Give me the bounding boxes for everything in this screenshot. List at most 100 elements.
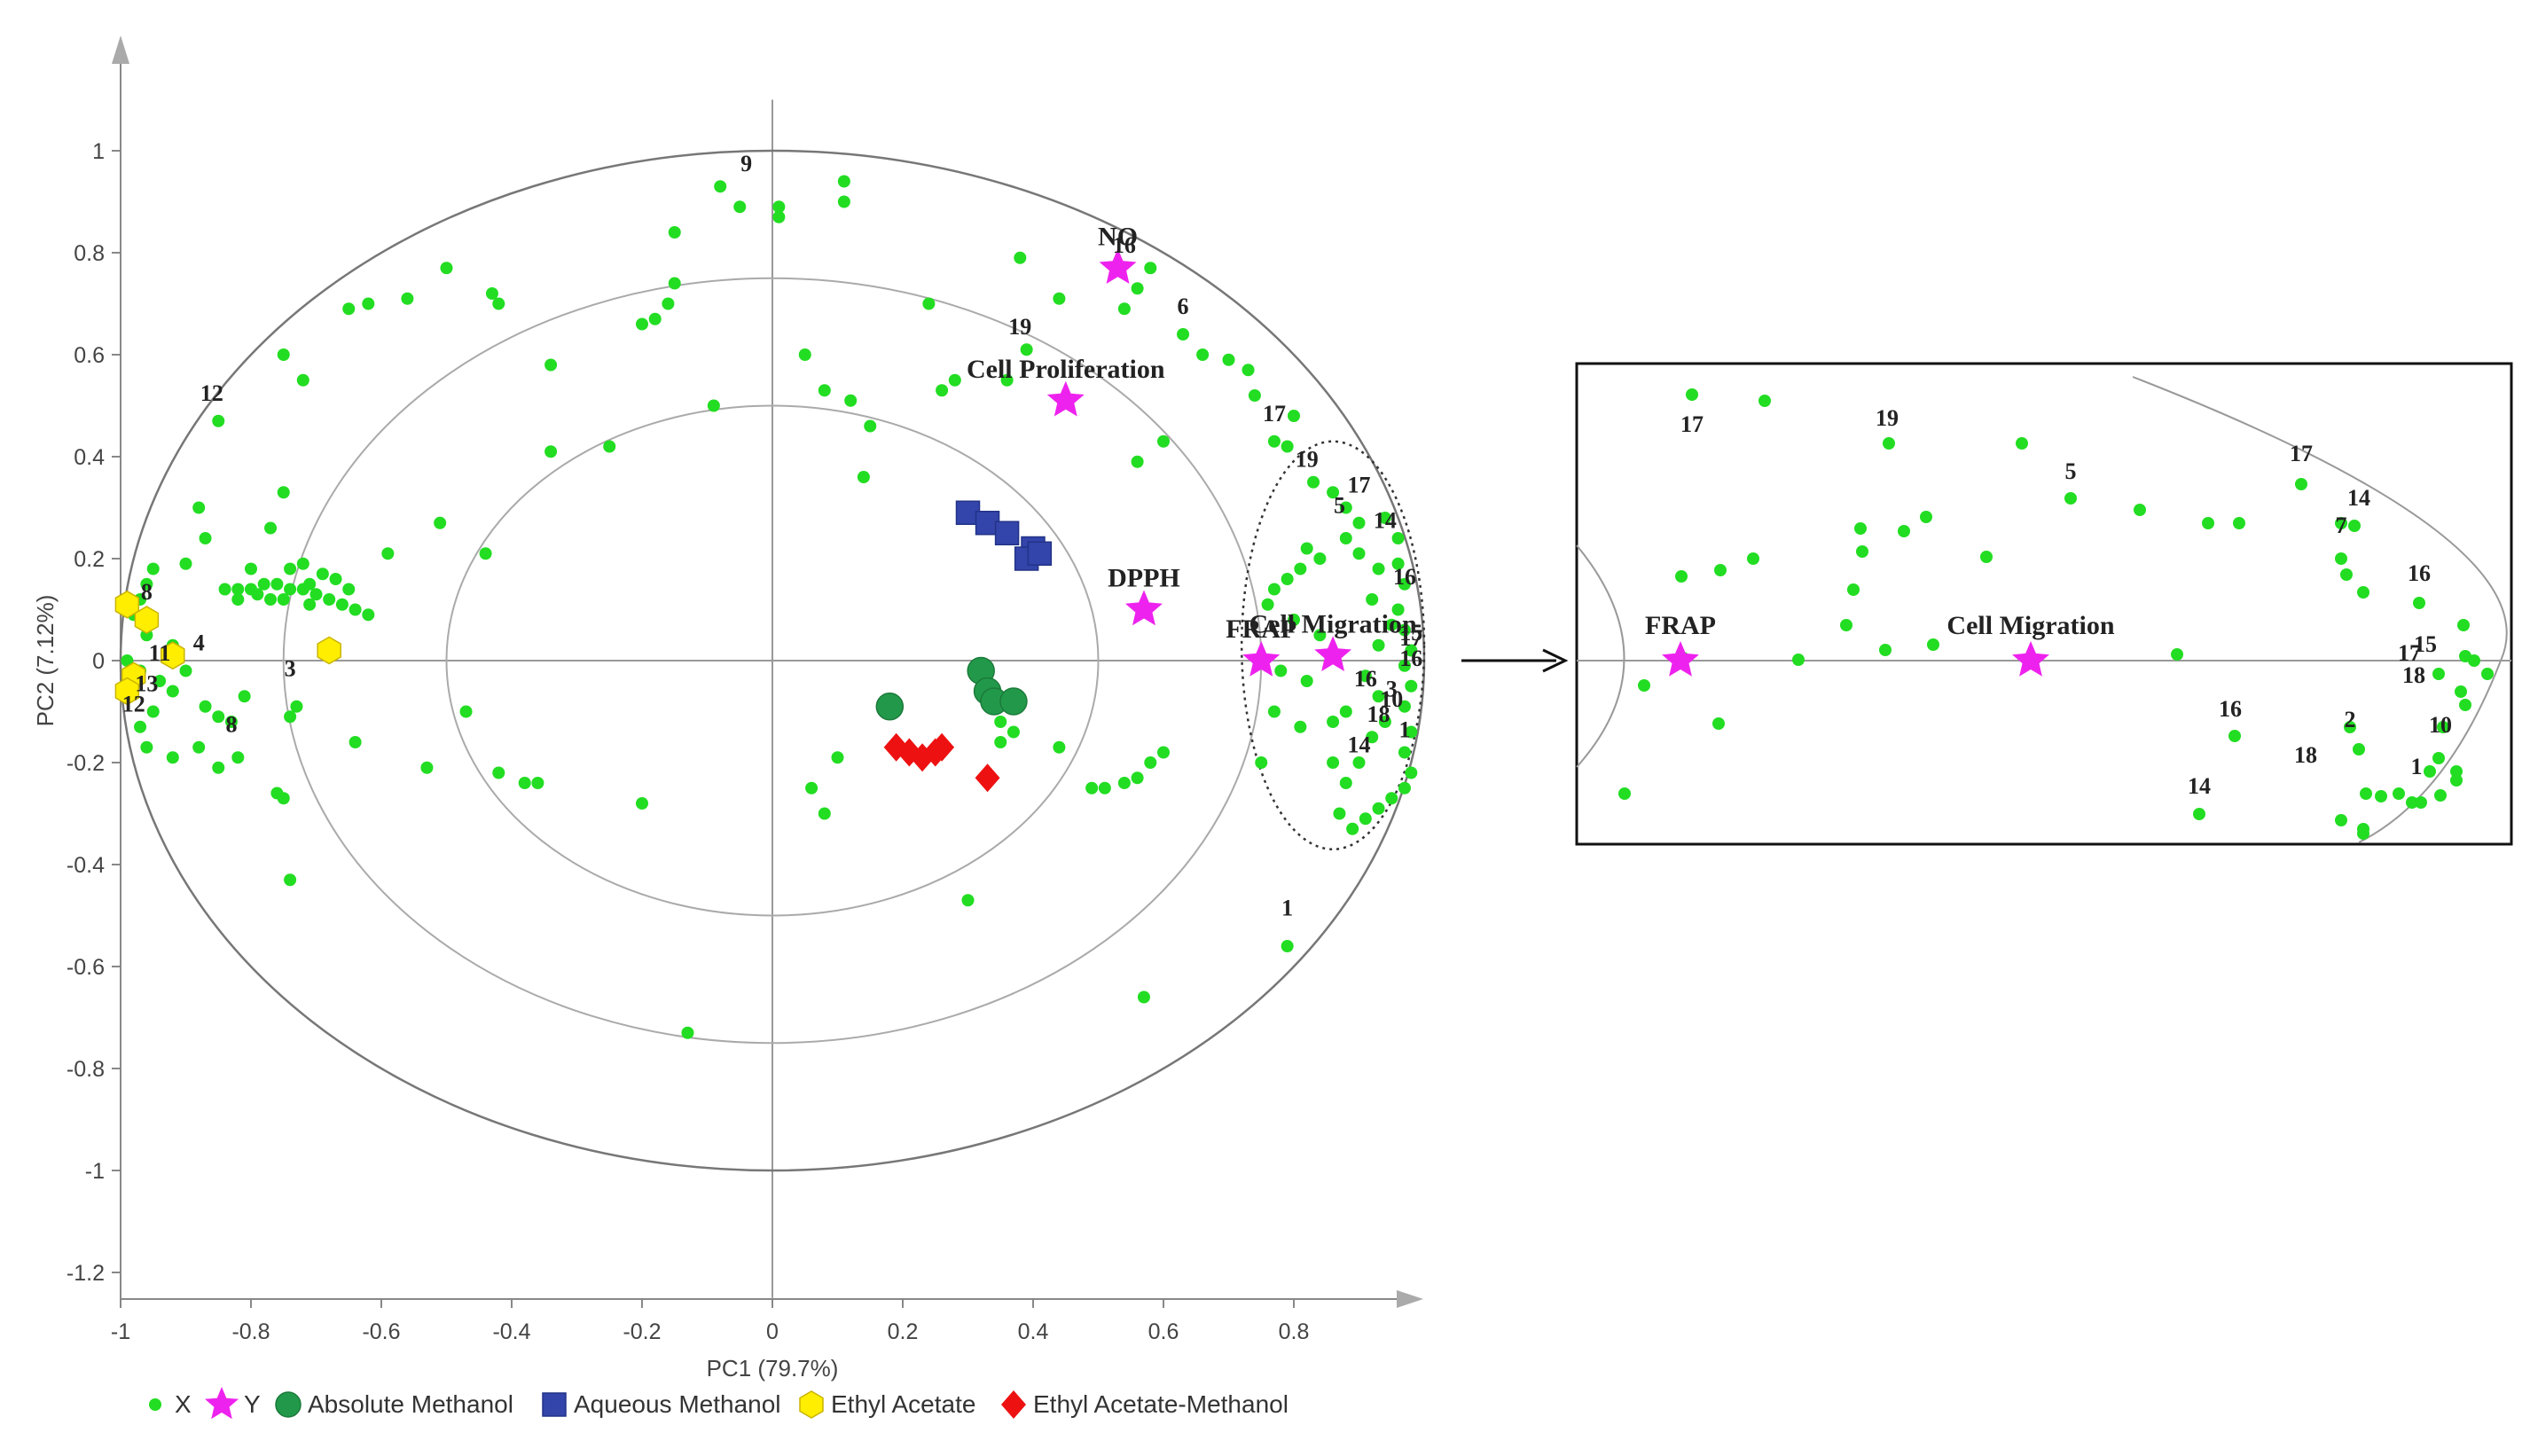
y-variable-label: NO xyxy=(1098,222,1138,251)
x-variable-point xyxy=(714,180,727,193)
x-variable-point xyxy=(284,710,297,724)
x-tick-label: -0.2 xyxy=(623,1319,661,1344)
x-variable-point xyxy=(1098,781,1111,795)
x-variable-point xyxy=(1131,771,1144,785)
inset-x-variable-point xyxy=(2335,552,2347,565)
x-variable-point xyxy=(146,562,160,575)
inset-point-annotation: 18 xyxy=(2402,662,2425,688)
x-variable-point xyxy=(192,501,206,514)
x-variable-point xyxy=(231,583,245,596)
x-variable-point xyxy=(1359,669,1372,683)
x-variable-point xyxy=(140,577,153,591)
y-variable-label: Cell Migration xyxy=(1249,609,1417,638)
legend-x-marker xyxy=(149,1398,161,1411)
legend-aqueous-methanol-label: Aqueous Methanol xyxy=(574,1390,781,1418)
x-variable-point xyxy=(518,777,531,789)
y-tick-label: -0.8 xyxy=(67,1057,105,1082)
inset-x-variable-point xyxy=(2406,796,2418,809)
x-variable-point xyxy=(1391,603,1405,616)
x-variable-point xyxy=(1398,623,1411,637)
x-variable-point xyxy=(1281,440,1294,453)
x-variable-point xyxy=(1144,756,1157,769)
y-tick-label: 0.6 xyxy=(74,343,105,368)
x-variable-point xyxy=(844,394,858,407)
x-variable-point xyxy=(1131,455,1144,468)
inset-x-variable-point xyxy=(1638,679,1650,692)
y-variable-star xyxy=(1046,380,1085,417)
x-variable-point xyxy=(1352,516,1366,529)
inset-x-variable-point xyxy=(2375,790,2387,802)
x-variable-point xyxy=(818,807,831,820)
inset-x-variable-point xyxy=(2415,796,2427,809)
inset-x-variable-point xyxy=(2437,721,2449,733)
x-variable-point xyxy=(335,598,349,611)
x-variable-point xyxy=(1327,486,1340,499)
x-variable-point xyxy=(772,210,786,223)
y-variable-star xyxy=(1125,590,1163,626)
y-tick-label: -0.6 xyxy=(67,955,105,980)
point-annotation: 16 xyxy=(1399,646,1422,671)
x-variable-point xyxy=(284,583,297,596)
x-variable-point xyxy=(1177,328,1190,341)
inset-x-variable-point xyxy=(1854,522,1867,535)
y-tick-label: 0.4 xyxy=(74,445,105,470)
x-variable-point xyxy=(994,716,1007,728)
x-variable-point xyxy=(479,547,492,560)
inset-x-variable-point xyxy=(2344,721,2356,733)
y-tick-label: -0.4 xyxy=(67,853,105,878)
inset-x-variable-point xyxy=(2193,808,2205,820)
inset-point-annotation: 14 xyxy=(2347,485,2370,511)
inset-x-variable-point xyxy=(2434,789,2447,802)
inset-x-variable-point xyxy=(2134,504,2146,516)
x-variable-point xyxy=(1398,700,1411,713)
y-tick-label: -0.2 xyxy=(67,751,105,776)
x-variable-point xyxy=(636,317,648,331)
x-tick-label: 0.4 xyxy=(1018,1319,1049,1344)
x-variable-point xyxy=(277,792,290,805)
inset-x-variable-point xyxy=(1686,388,1698,401)
x-variable-point xyxy=(1372,562,1385,575)
point-annotation: 14 xyxy=(1348,732,1371,758)
inset-x-variable-point xyxy=(1980,551,1993,563)
x-variable-point xyxy=(303,598,317,611)
x-variable-point xyxy=(1339,532,1352,544)
x-variable-point xyxy=(440,262,453,275)
x-variable-point xyxy=(831,751,844,764)
y-variable-star xyxy=(1314,636,1351,671)
inset-x-variable-point xyxy=(2357,586,2369,599)
x-variable-point xyxy=(1281,940,1294,952)
ethyl-acetate-point xyxy=(161,641,185,670)
x-variable-point xyxy=(707,399,720,412)
inset-x-variable-point xyxy=(2432,752,2445,764)
point-annotation: 1 xyxy=(1281,896,1293,921)
x-variable-point xyxy=(994,736,1007,748)
x-variable-point xyxy=(342,302,356,316)
point-annotation: 12 xyxy=(200,380,223,406)
x-variable-point xyxy=(212,761,225,774)
x-variable-point xyxy=(1157,434,1170,448)
x-variable-point xyxy=(1014,251,1027,264)
x-variable-point xyxy=(1085,781,1099,795)
x-variable-point xyxy=(1405,679,1418,693)
inset-x-variable-point xyxy=(2413,597,2425,609)
x-variable-point xyxy=(1288,410,1300,422)
x-variable-point xyxy=(1405,766,1418,779)
inset-y-variable-star xyxy=(1662,641,1699,677)
legend-y-marker xyxy=(205,1387,239,1420)
x-variable-point xyxy=(1405,644,1418,657)
inset-point-annotation: 16 xyxy=(2408,560,2431,586)
x-variable-point xyxy=(238,690,251,703)
legend-ethyl-acetate-methanol-marker xyxy=(1001,1390,1026,1419)
inset-point-annotation: 17 xyxy=(1680,411,1704,437)
x-variable-point xyxy=(648,312,662,325)
inset-x-variable-point xyxy=(2335,814,2347,826)
x-variable-point xyxy=(1007,725,1020,739)
x-variable-point xyxy=(199,700,212,713)
x-variable-point xyxy=(212,414,225,427)
x-tick-label: -0.6 xyxy=(362,1319,400,1344)
inset-point-annotation: 10 xyxy=(2429,712,2452,738)
x-variable-point xyxy=(245,562,257,575)
x-tick-label: 0.6 xyxy=(1148,1319,1179,1344)
x-variable-point xyxy=(1327,756,1340,769)
legend-y-label: Y xyxy=(244,1390,261,1418)
